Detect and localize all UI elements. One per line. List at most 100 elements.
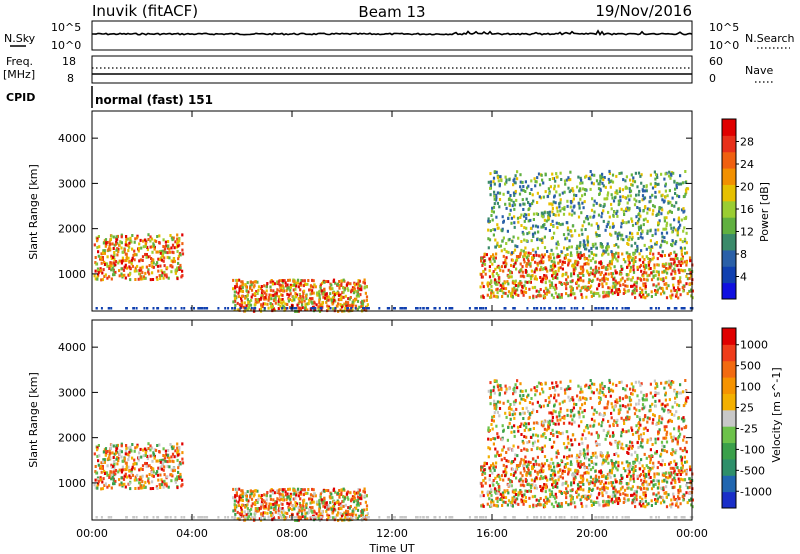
power-data-cell — [577, 215, 581, 219]
power-data-cell — [521, 270, 524, 274]
velocity-data-cell — [631, 501, 634, 505]
velocity-data-cell — [523, 461, 526, 465]
power-data-cell — [130, 240, 133, 244]
power-data-cell — [350, 290, 353, 294]
velocity-data-cell — [96, 484, 99, 488]
power-data-cell — [118, 274, 121, 278]
power-data-cell — [604, 272, 607, 276]
power-data-cell — [682, 210, 685, 214]
velocity-data-cell — [235, 494, 238, 497]
velocity-data-cell — [510, 473, 513, 476]
velocity-data-cell — [271, 514, 274, 518]
power-data-cell — [401, 307, 404, 310]
power-data-cell — [101, 256, 104, 259]
velocity-data-cell — [541, 489, 544, 493]
power-data-cell — [660, 172, 663, 176]
power-data-cell — [666, 271, 669, 275]
power-data-cell — [533, 270, 536, 274]
velocity-data-cell — [657, 460, 660, 464]
power-data-cell — [124, 243, 127, 247]
power-data-cell — [319, 286, 322, 290]
power-data-cell — [258, 308, 261, 312]
velocity-data-cell — [565, 496, 568, 500]
power-data-cell — [552, 277, 555, 280]
power-data-cell — [353, 299, 356, 303]
power-data-cell — [505, 206, 508, 210]
power-data-cell — [595, 222, 598, 226]
power-data-cell — [548, 178, 551, 181]
power-data-cell — [646, 274, 649, 278]
velocity-data-cell — [561, 471, 564, 475]
power-data-cell — [282, 300, 285, 304]
velocity-data-cell — [565, 490, 569, 494]
power-data-cell — [296, 303, 299, 307]
power-colorbar-tick: 16 — [740, 203, 754, 216]
velocity-data-cell — [509, 484, 512, 488]
velocity-data-cell — [233, 508, 236, 512]
power-data-cell — [338, 280, 341, 283]
power-data-cell — [136, 234, 139, 238]
power-data-cell — [631, 232, 634, 236]
velocity-data-cell — [301, 508, 304, 512]
power-data-cell — [588, 254, 591, 258]
velocity-data-cell — [612, 486, 615, 490]
velocity-data-cell — [642, 427, 645, 431]
velocity-data-cell — [499, 498, 502, 501]
velocity-data-cell — [144, 480, 147, 484]
velocity-data-cell — [160, 478, 163, 482]
velocity-data-cell — [596, 478, 599, 482]
velocity-data-cell — [577, 487, 580, 491]
power-data-cell — [536, 212, 540, 216]
power-data-cell — [621, 307, 624, 310]
power-data-cell — [575, 194, 578, 197]
velocity-data-cell — [610, 468, 614, 472]
power-data-cell — [297, 285, 300, 289]
power-data-cell — [253, 307, 256, 310]
velocity-data-cell — [297, 510, 300, 514]
velocity-data-cell — [178, 446, 181, 449]
velocity-data-cell — [483, 471, 487, 475]
power-data-cell — [493, 294, 496, 298]
velocity-data-cell — [336, 491, 339, 495]
power-data-cell — [304, 306, 307, 310]
power-data-cell — [659, 245, 662, 249]
velocity-data-cell — [337, 500, 340, 504]
power-data-cell — [611, 173, 615, 177]
power-data-cell — [365, 307, 368, 310]
velocity-data-cell — [635, 498, 638, 502]
velocity-data-cell — [262, 499, 265, 503]
power-data-cell — [318, 298, 321, 302]
power-data-cell — [610, 250, 613, 254]
velocity-data-cell — [116, 462, 119, 466]
power-data-cell — [673, 270, 677, 274]
power-data-cell — [519, 274, 522, 278]
velocity-data-cell — [602, 474, 605, 478]
power-colorbar-tick: 8 — [740, 248, 747, 261]
velocity-data-cell — [513, 500, 516, 504]
velocity-data-cell — [103, 458, 106, 462]
power-data-cell — [661, 262, 664, 266]
power-data-cell — [116, 237, 119, 241]
velocity-data-cell — [365, 507, 368, 511]
velocity-data-cell — [93, 483, 96, 487]
velocity-data-cell — [289, 501, 292, 505]
power-data-cell — [283, 308, 286, 312]
power-data-cell — [653, 266, 656, 270]
power-data-cell — [656, 290, 659, 294]
power-data-cell — [257, 300, 260, 304]
power-data-cell — [669, 263, 672, 267]
power-data-cell — [327, 307, 330, 311]
power-data-cell — [282, 289, 285, 293]
power-data-cell — [641, 291, 644, 295]
power-data-cell — [650, 245, 653, 249]
power-data-cell — [602, 291, 605, 295]
power-data-cell — [690, 274, 693, 278]
power-data-cell — [675, 201, 678, 205]
power-data-cell — [601, 252, 605, 256]
velocity-data-cell — [108, 449, 111, 453]
velocity-data-cell — [165, 453, 168, 457]
power-data-cell — [565, 281, 569, 285]
velocity-data-cell — [153, 454, 156, 458]
power-data-cell — [138, 242, 141, 246]
power-data-cell — [353, 283, 356, 287]
